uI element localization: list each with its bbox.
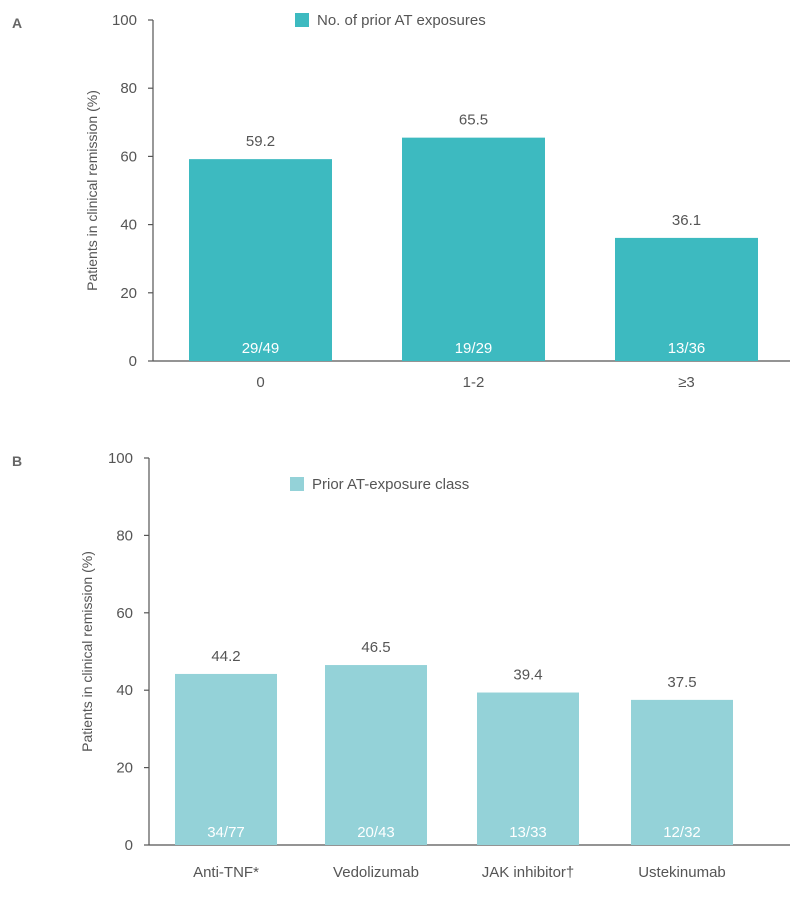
bar — [325, 665, 427, 845]
y-tick-label: 60 — [120, 148, 137, 165]
bar-count-label: 19/29 — [455, 340, 493, 357]
y-tick-label: 0 — [129, 353, 137, 370]
y-tick-label: 100 — [112, 12, 137, 29]
bar-value-label: 59.2 — [246, 133, 275, 150]
bar — [631, 699, 733, 845]
legend-label: Prior AT-exposure class — [312, 476, 469, 493]
bar-count-label: 34/77 — [207, 824, 245, 841]
bar — [477, 692, 579, 845]
y-tick-label: 40 — [116, 682, 133, 699]
bar-value-label: 44.2 — [211, 648, 240, 665]
y-tick-label: 20 — [120, 285, 137, 302]
legend-label: No. of prior AT exposures — [317, 12, 486, 29]
bar-count-label: 12/32 — [663, 824, 701, 841]
y-tick-label: 20 — [116, 760, 133, 777]
y-axis-label: Patients in clinical remission (%) — [84, 90, 100, 291]
panel-label: A — [12, 15, 22, 31]
bar — [615, 237, 758, 361]
y-tick-label: 80 — [120, 80, 137, 97]
bar-count-label: 13/33 — [509, 824, 547, 841]
bar-count-label: 29/49 — [242, 340, 280, 357]
bar-value-label: 39.4 — [513, 667, 542, 684]
bar-count-label: 13/36 — [668, 340, 706, 357]
y-tick-label: 100 — [108, 450, 133, 467]
bar — [189, 159, 332, 361]
bar-value-label: 65.5 — [459, 112, 488, 129]
x-tick-label: ≥3 — [678, 374, 695, 391]
x-tick-label: Vedolizumab — [333, 864, 419, 881]
y-tick-label: 80 — [116, 527, 133, 544]
panel-label: B — [12, 453, 22, 469]
x-tick-label: Ustekinumab — [638, 864, 726, 881]
bar-value-label: 46.5 — [361, 639, 390, 656]
y-tick-label: 40 — [120, 217, 137, 234]
legend-swatch — [295, 13, 309, 27]
bar — [402, 137, 545, 361]
bar-count-label: 20/43 — [357, 824, 395, 841]
y-axis-label: Patients in clinical remission (%) — [79, 551, 95, 752]
x-tick-label: JAK inhibitor† — [482, 864, 575, 881]
x-tick-label: 0 — [256, 374, 264, 391]
x-tick-label: 1-2 — [463, 374, 485, 391]
bar-value-label: 36.1 — [672, 212, 701, 229]
y-tick-label: 0 — [125, 837, 133, 854]
y-tick-label: 60 — [116, 605, 133, 622]
legend-swatch — [290, 477, 304, 491]
x-tick-label: Anti-TNF* — [193, 864, 259, 881]
bar — [175, 673, 277, 845]
bar-value-label: 37.5 — [667, 674, 696, 691]
